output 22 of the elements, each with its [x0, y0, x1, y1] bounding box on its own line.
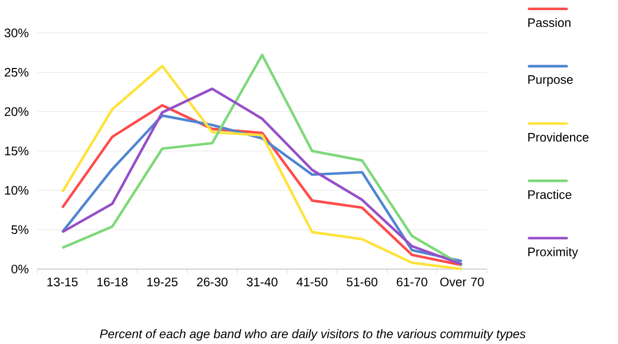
x-tick-label: 13-15: [47, 278, 78, 286]
legend-label: Passion: [528, 18, 570, 28]
x-tick-label: 61-70: [396, 278, 428, 286]
x-tick-label: 31-40: [246, 278, 278, 286]
x-tick-label: 19-25: [147, 278, 178, 286]
x-tick-label: 41-50: [296, 278, 328, 286]
y-tick-label: 0%: [11, 264, 28, 274]
legend-label: Purpose: [528, 75, 573, 86]
x-tick-label: 51-60: [346, 278, 378, 286]
y-tick-label: 25%: [4, 68, 28, 77]
y-tick-label: 10%: [5, 186, 28, 195]
y-tick-label: 15%: [5, 146, 28, 156]
x-tick-label: 26-30: [197, 278, 228, 286]
legend-label: Practice: [528, 190, 572, 200]
y-tick-label: 30%: [4, 28, 28, 38]
y-tick-label: 5%: [11, 225, 28, 234]
legend-label: Providence: [528, 132, 589, 142]
y-tick-label: 20%: [4, 107, 28, 116]
text: Percent of each age band who are daily visitors to the various commuity types: [100, 329, 526, 341]
x-tick-label: Over 70: [440, 278, 484, 286]
x-tick-label: 16-18: [97, 278, 128, 286]
legend-label: Proximity: [528, 247, 578, 259]
